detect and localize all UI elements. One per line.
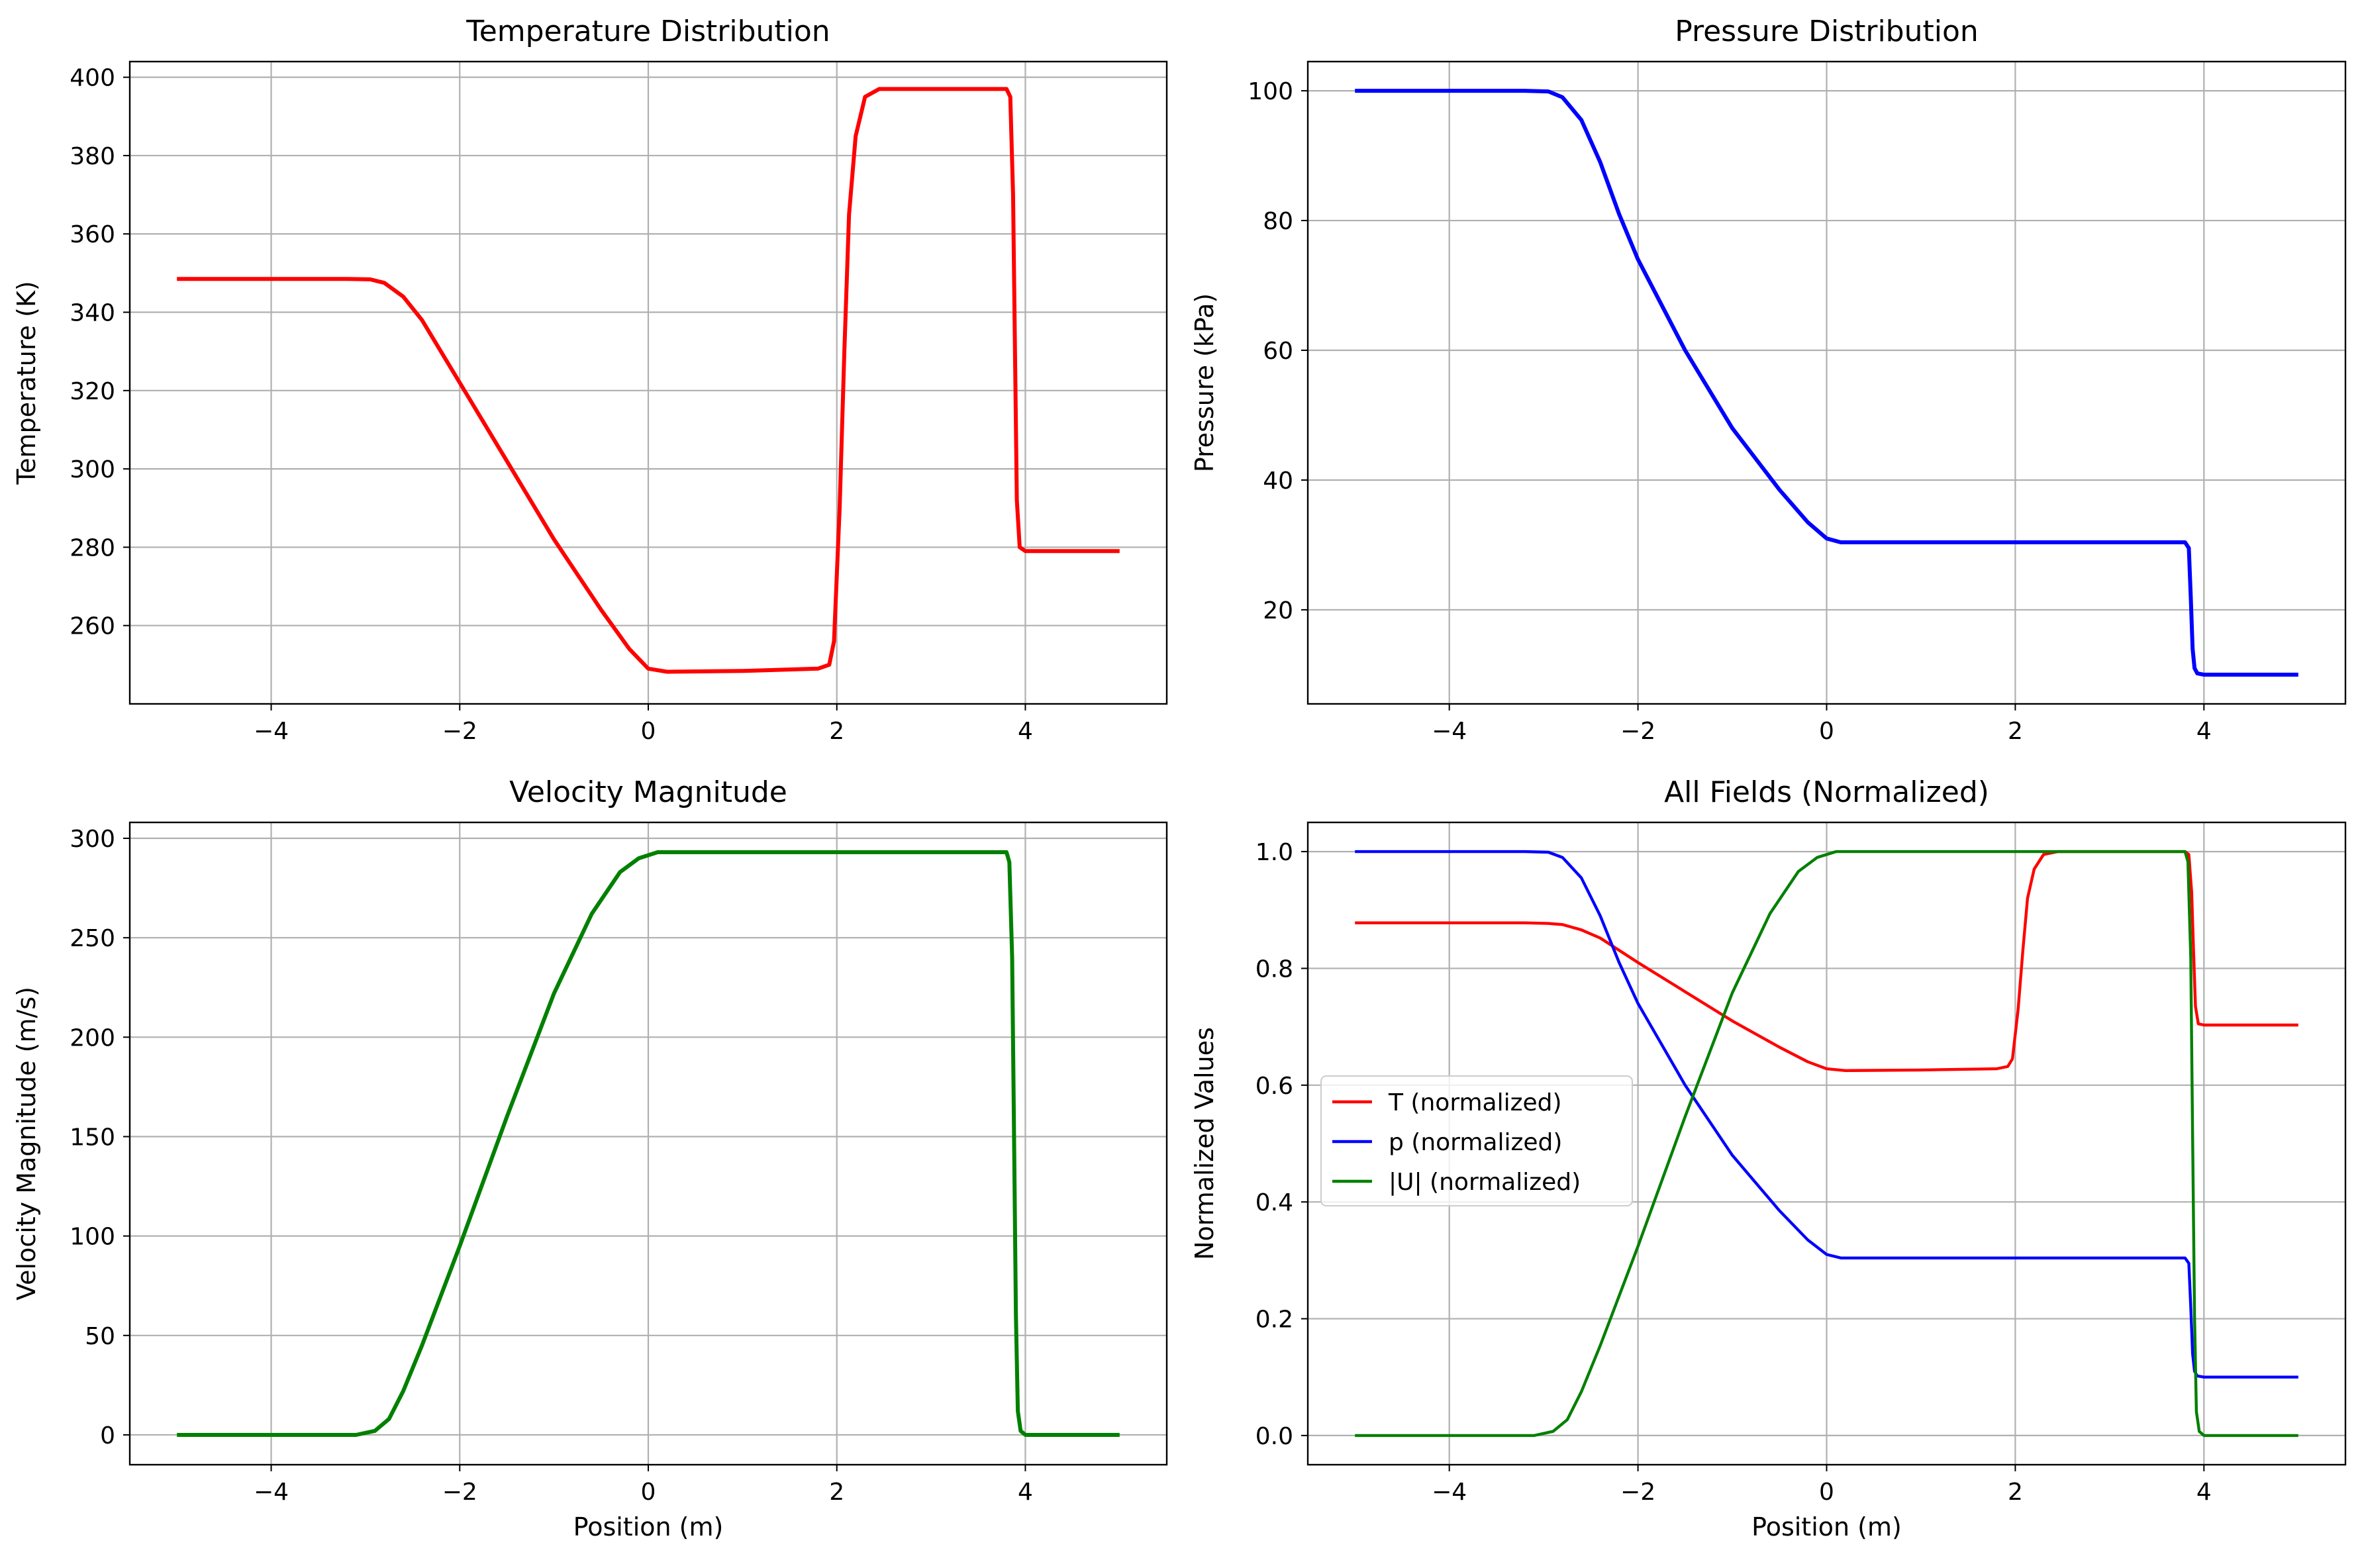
y-tick-label: 20: [1263, 597, 1293, 624]
y-tick-label: 0.4: [1255, 1189, 1293, 1216]
x-tick-label: −2: [1620, 1479, 1655, 1506]
y-tick-label: 50: [85, 1323, 115, 1350]
legend-box: [1320, 1075, 1633, 1206]
panel-title: Pressure Distribution: [1675, 15, 1979, 48]
x-tick-label: 0: [1819, 718, 1834, 745]
x-tick-label: −4: [1432, 718, 1467, 745]
x-tick-label: 2: [2008, 1479, 2023, 1506]
panel-title: All Fields (Normalized): [1664, 775, 1989, 809]
x-tick-label: −4: [254, 1479, 289, 1506]
series-line-temperature-0: [177, 87, 1120, 674]
legend-label: T (normalized): [1388, 1089, 1562, 1116]
x-tick-label: 2: [829, 1479, 844, 1506]
y-tick-label: 100: [70, 1224, 115, 1251]
y-axis-label: Pressure (kPa): [1190, 293, 1219, 473]
y-tick-label: 320: [70, 378, 115, 405]
y-axis-label: Velocity Magnitude (m/s): [12, 987, 41, 1300]
x-tick-label: 2: [829, 718, 844, 745]
y-tick-label: 150: [70, 1124, 115, 1151]
series-line-normalized-1: [1355, 850, 2298, 1379]
x-tick-label: 4: [2196, 718, 2212, 745]
y-tick-label: 100: [1248, 78, 1293, 105]
x-tick-label: 4: [2196, 1479, 2212, 1506]
series-line-normalized-2: [1355, 850, 2298, 1438]
y-tick-label: 300: [70, 826, 115, 853]
x-tick-label: −2: [442, 718, 477, 745]
legend-label: p (normalized): [1389, 1129, 1562, 1156]
panel-temperature: −4 −2 0 2 4 260 280 300 320 340 360 380 400 Temperatu…: [12, 15, 1168, 745]
x-tick-label: −2: [442, 1479, 477, 1506]
panel-normalized: −4 −2 0 2 4 0.0 0.2 0.4 0.6 0.8 1.0 All Fields (Nor…: [1190, 775, 2347, 1542]
legend-label: |U| (normalized): [1389, 1169, 1581, 1196]
y-tick-label: 340: [70, 300, 115, 327]
y-tick-label: 1.0: [1255, 839, 1293, 866]
y-tick-label: 200: [70, 1024, 115, 1052]
x-tick-label: −2: [1620, 718, 1655, 745]
y-tick-label: 360: [70, 221, 115, 248]
y-tick-label: 260: [70, 613, 115, 640]
x-tick-label: 2: [2008, 718, 2023, 745]
x-tick-label: −4: [1432, 1479, 1467, 1506]
panel-velocity: −4 −2 0 2 4 0 50 100 150 200 250 300 Velocity Magnit…: [12, 775, 1168, 1542]
x-axis-label: Position (m): [573, 1512, 724, 1542]
y-tick-label: 0: [100, 1422, 115, 1449]
y-tick-label: 0.2: [1255, 1306, 1293, 1334]
panel-title: Temperature Distribution: [466, 15, 830, 48]
y-tick-label: 0.8: [1255, 956, 1293, 983]
y-tick-label: 400: [70, 65, 115, 92]
y-axis-label: Normalized Values: [1190, 1027, 1219, 1260]
x-tick-label: 0: [1819, 1479, 1834, 1506]
y-tick-label: 80: [1263, 208, 1293, 235]
y-tick-label: 0.0: [1255, 1423, 1293, 1450]
series-line-normalized-0: [1355, 850, 2298, 1072]
y-axis-label: Temperature (K): [12, 281, 41, 485]
y-tick-label: 250: [70, 925, 115, 952]
panel-title: Velocity Magnitude: [509, 775, 787, 809]
x-tick-label: 4: [1018, 718, 1033, 745]
y-tick-label: 380: [70, 143, 115, 170]
y-tick-label: 280: [70, 534, 115, 562]
x-tick-label: 0: [641, 718, 656, 745]
y-tick-label: 40: [1263, 467, 1293, 495]
y-tick-label: 60: [1263, 338, 1293, 365]
x-tick-label: −4: [254, 718, 289, 745]
x-axis-label: Position (m): [1751, 1512, 1902, 1542]
legend: T (normalized) p (normalized) |U| (normali…: [1320, 1075, 1633, 1206]
series-line-velocity-0: [177, 850, 1120, 1437]
panel-pressure: −4 −2 0 2 4 20 40 60 80 100 Pressure Distribution P…: [1190, 15, 2347, 745]
series-line-pressure-0: [1355, 89, 2298, 677]
y-tick-label: 300: [70, 456, 115, 483]
y-tick-label: 0.6: [1255, 1073, 1293, 1100]
x-tick-label: 0: [641, 1479, 656, 1506]
x-tick-label: 4: [1018, 1479, 1033, 1506]
